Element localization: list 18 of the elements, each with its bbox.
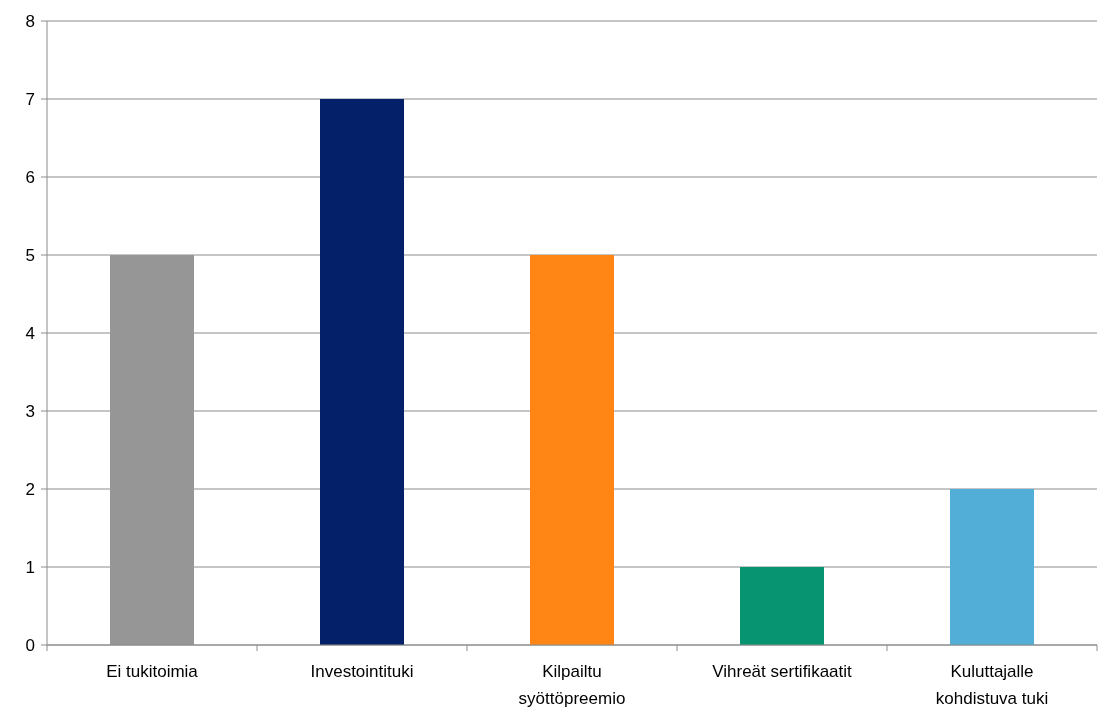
y-tick-label: 7 — [25, 89, 35, 109]
bar — [530, 255, 614, 645]
bar — [950, 489, 1034, 645]
bar — [740, 567, 824, 645]
x-tick-label: Vihreät sertifikaatit — [712, 662, 853, 681]
y-tick-label: 6 — [25, 167, 35, 187]
y-tick-label: 0 — [25, 635, 35, 655]
y-tick-label: 4 — [25, 323, 35, 343]
y-tick-label: 1 — [25, 557, 35, 577]
x-tick-label: Kuluttajalle kohdistuva tuki — [935, 662, 1049, 708]
y-tick-label: 2 — [25, 479, 35, 499]
y-tick-label: 5 — [25, 245, 35, 265]
y-tick-label: 3 — [25, 401, 35, 421]
x-tick-label: Ei tukitoimia — [106, 662, 199, 681]
y-tick-label: 8 — [25, 11, 35, 31]
bar — [320, 99, 404, 645]
x-tick-label: Investointituki — [310, 662, 414, 681]
x-tick-label: Kilpailtu syöttöpreemio — [518, 662, 626, 708]
